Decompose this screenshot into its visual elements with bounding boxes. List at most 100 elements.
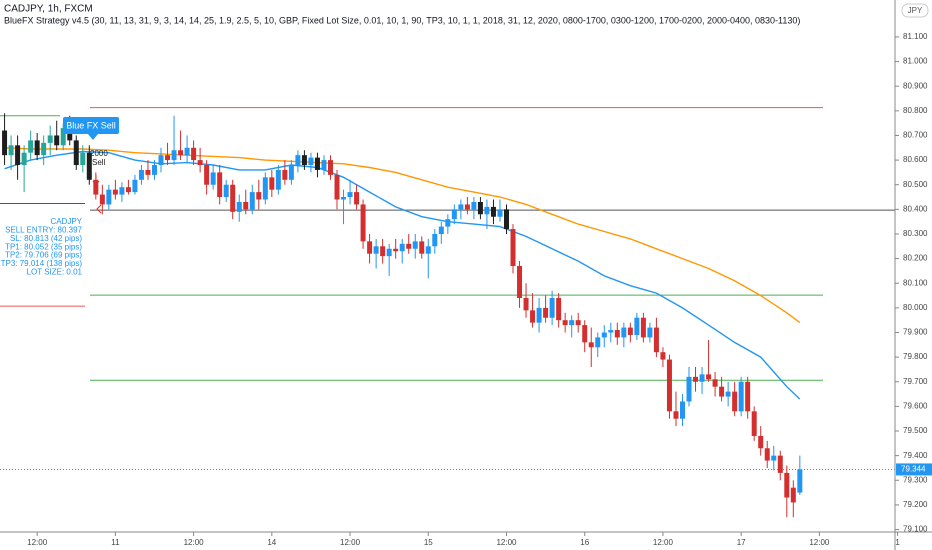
y-tick-label: 80.300 xyxy=(903,229,928,238)
candle-body xyxy=(367,241,373,254)
candle-body xyxy=(158,155,164,166)
candle-body xyxy=(80,152,86,166)
candle-body xyxy=(653,327,659,353)
candle-body xyxy=(679,401,685,419)
candle-body xyxy=(269,177,275,190)
candle-body xyxy=(719,386,725,397)
candle-body xyxy=(145,169,151,175)
candle-body xyxy=(536,307,542,323)
candle-body xyxy=(112,189,118,195)
candle-body xyxy=(608,330,614,333)
candle-body xyxy=(556,298,562,321)
candle-body xyxy=(34,140,40,156)
signal-note: Sell xyxy=(92,158,106,167)
candle-body xyxy=(543,307,549,318)
candle-body xyxy=(771,455,777,461)
y-tick-label: 80.500 xyxy=(903,180,928,189)
currency-badge[interactable] xyxy=(901,3,929,18)
y-tick-label: 80.100 xyxy=(903,278,928,287)
candle-body xyxy=(8,145,14,156)
candle-body xyxy=(562,320,568,326)
y-tick-label: 79.100 xyxy=(903,525,928,534)
candle-body xyxy=(530,310,536,323)
candle-body xyxy=(380,246,386,257)
x-tick-label: 12:00 xyxy=(184,538,205,547)
candle-body xyxy=(93,179,99,195)
candle-body xyxy=(471,201,477,210)
candle-body xyxy=(125,187,131,193)
candle-body xyxy=(282,169,288,180)
candle-body xyxy=(28,140,34,153)
candle-body xyxy=(725,391,731,397)
candle-body xyxy=(15,145,21,166)
candle-body xyxy=(595,337,601,348)
candle-body xyxy=(2,130,8,156)
candle-body xyxy=(262,177,268,200)
y-tick-label: 79.500 xyxy=(903,426,928,435)
candle-body xyxy=(223,184,229,198)
candle-body xyxy=(230,184,236,212)
candle-body xyxy=(738,381,744,412)
candle-body xyxy=(184,147,190,156)
candle-body xyxy=(549,298,555,318)
candle-body xyxy=(41,142,47,156)
candle-body xyxy=(484,206,490,215)
x-tick-label: 12:00 xyxy=(809,538,830,547)
signal-pointer xyxy=(88,134,98,140)
candle-body xyxy=(178,150,184,156)
x-tick-label: 12:00 xyxy=(340,538,361,547)
candle-body xyxy=(699,374,705,382)
candle-body xyxy=(601,332,607,338)
candle-body xyxy=(666,359,672,412)
candle-body xyxy=(588,342,594,348)
trade-info: CADJPY xyxy=(50,217,82,226)
candle-body xyxy=(106,189,112,205)
candle-body xyxy=(60,128,66,146)
candle-body xyxy=(204,165,210,185)
trade-info: SELL ENTRY: 80.397 xyxy=(5,226,82,235)
candle-body xyxy=(288,165,294,180)
signal-bubble xyxy=(63,117,119,134)
candle-body xyxy=(86,152,92,180)
y-tick-label: 80.700 xyxy=(903,131,928,140)
candle-body xyxy=(171,150,177,161)
entry-marker xyxy=(96,204,102,214)
candle-body xyxy=(777,455,783,473)
trade-info: TP2: 79.706 (69 pips) xyxy=(5,251,82,260)
candle-body xyxy=(790,487,796,503)
trade-info: LOT SIZE: 0.01 xyxy=(27,268,83,277)
y-tick-label: 79.700 xyxy=(903,377,928,386)
candle-body xyxy=(458,204,464,210)
candle-body xyxy=(99,194,105,205)
candle-body xyxy=(797,469,803,493)
candle-body xyxy=(751,411,757,436)
candle-body xyxy=(647,327,653,338)
y-tick-label: 79.600 xyxy=(903,401,928,410)
candle-body xyxy=(386,248,392,257)
candle-body xyxy=(399,243,405,252)
y-tick-label: 80.200 xyxy=(903,254,928,263)
trade-info: SL: 80.813 (42 pips) xyxy=(10,234,82,243)
candle-body xyxy=(119,187,125,195)
candle-body xyxy=(360,204,366,242)
candle-body xyxy=(673,411,679,419)
signal-label: Blue FX Sell xyxy=(66,120,116,130)
candle-body xyxy=(445,219,451,227)
candle-body xyxy=(243,201,249,210)
candle-body xyxy=(510,229,516,266)
candle-body xyxy=(712,379,718,387)
candle-body xyxy=(151,165,157,175)
y-tick-label: 80.900 xyxy=(903,81,928,90)
candle-body xyxy=(165,155,171,161)
candle-body xyxy=(138,169,144,180)
candle-body xyxy=(706,374,712,380)
candle-body xyxy=(21,152,27,166)
y-tick-label: 80.800 xyxy=(903,106,928,115)
candle-body xyxy=(412,241,418,249)
candle-body xyxy=(745,381,751,412)
y-tick-label: 79.300 xyxy=(903,475,928,484)
candle-body xyxy=(256,192,262,200)
candle-body xyxy=(341,197,347,200)
candle-body xyxy=(732,391,738,412)
